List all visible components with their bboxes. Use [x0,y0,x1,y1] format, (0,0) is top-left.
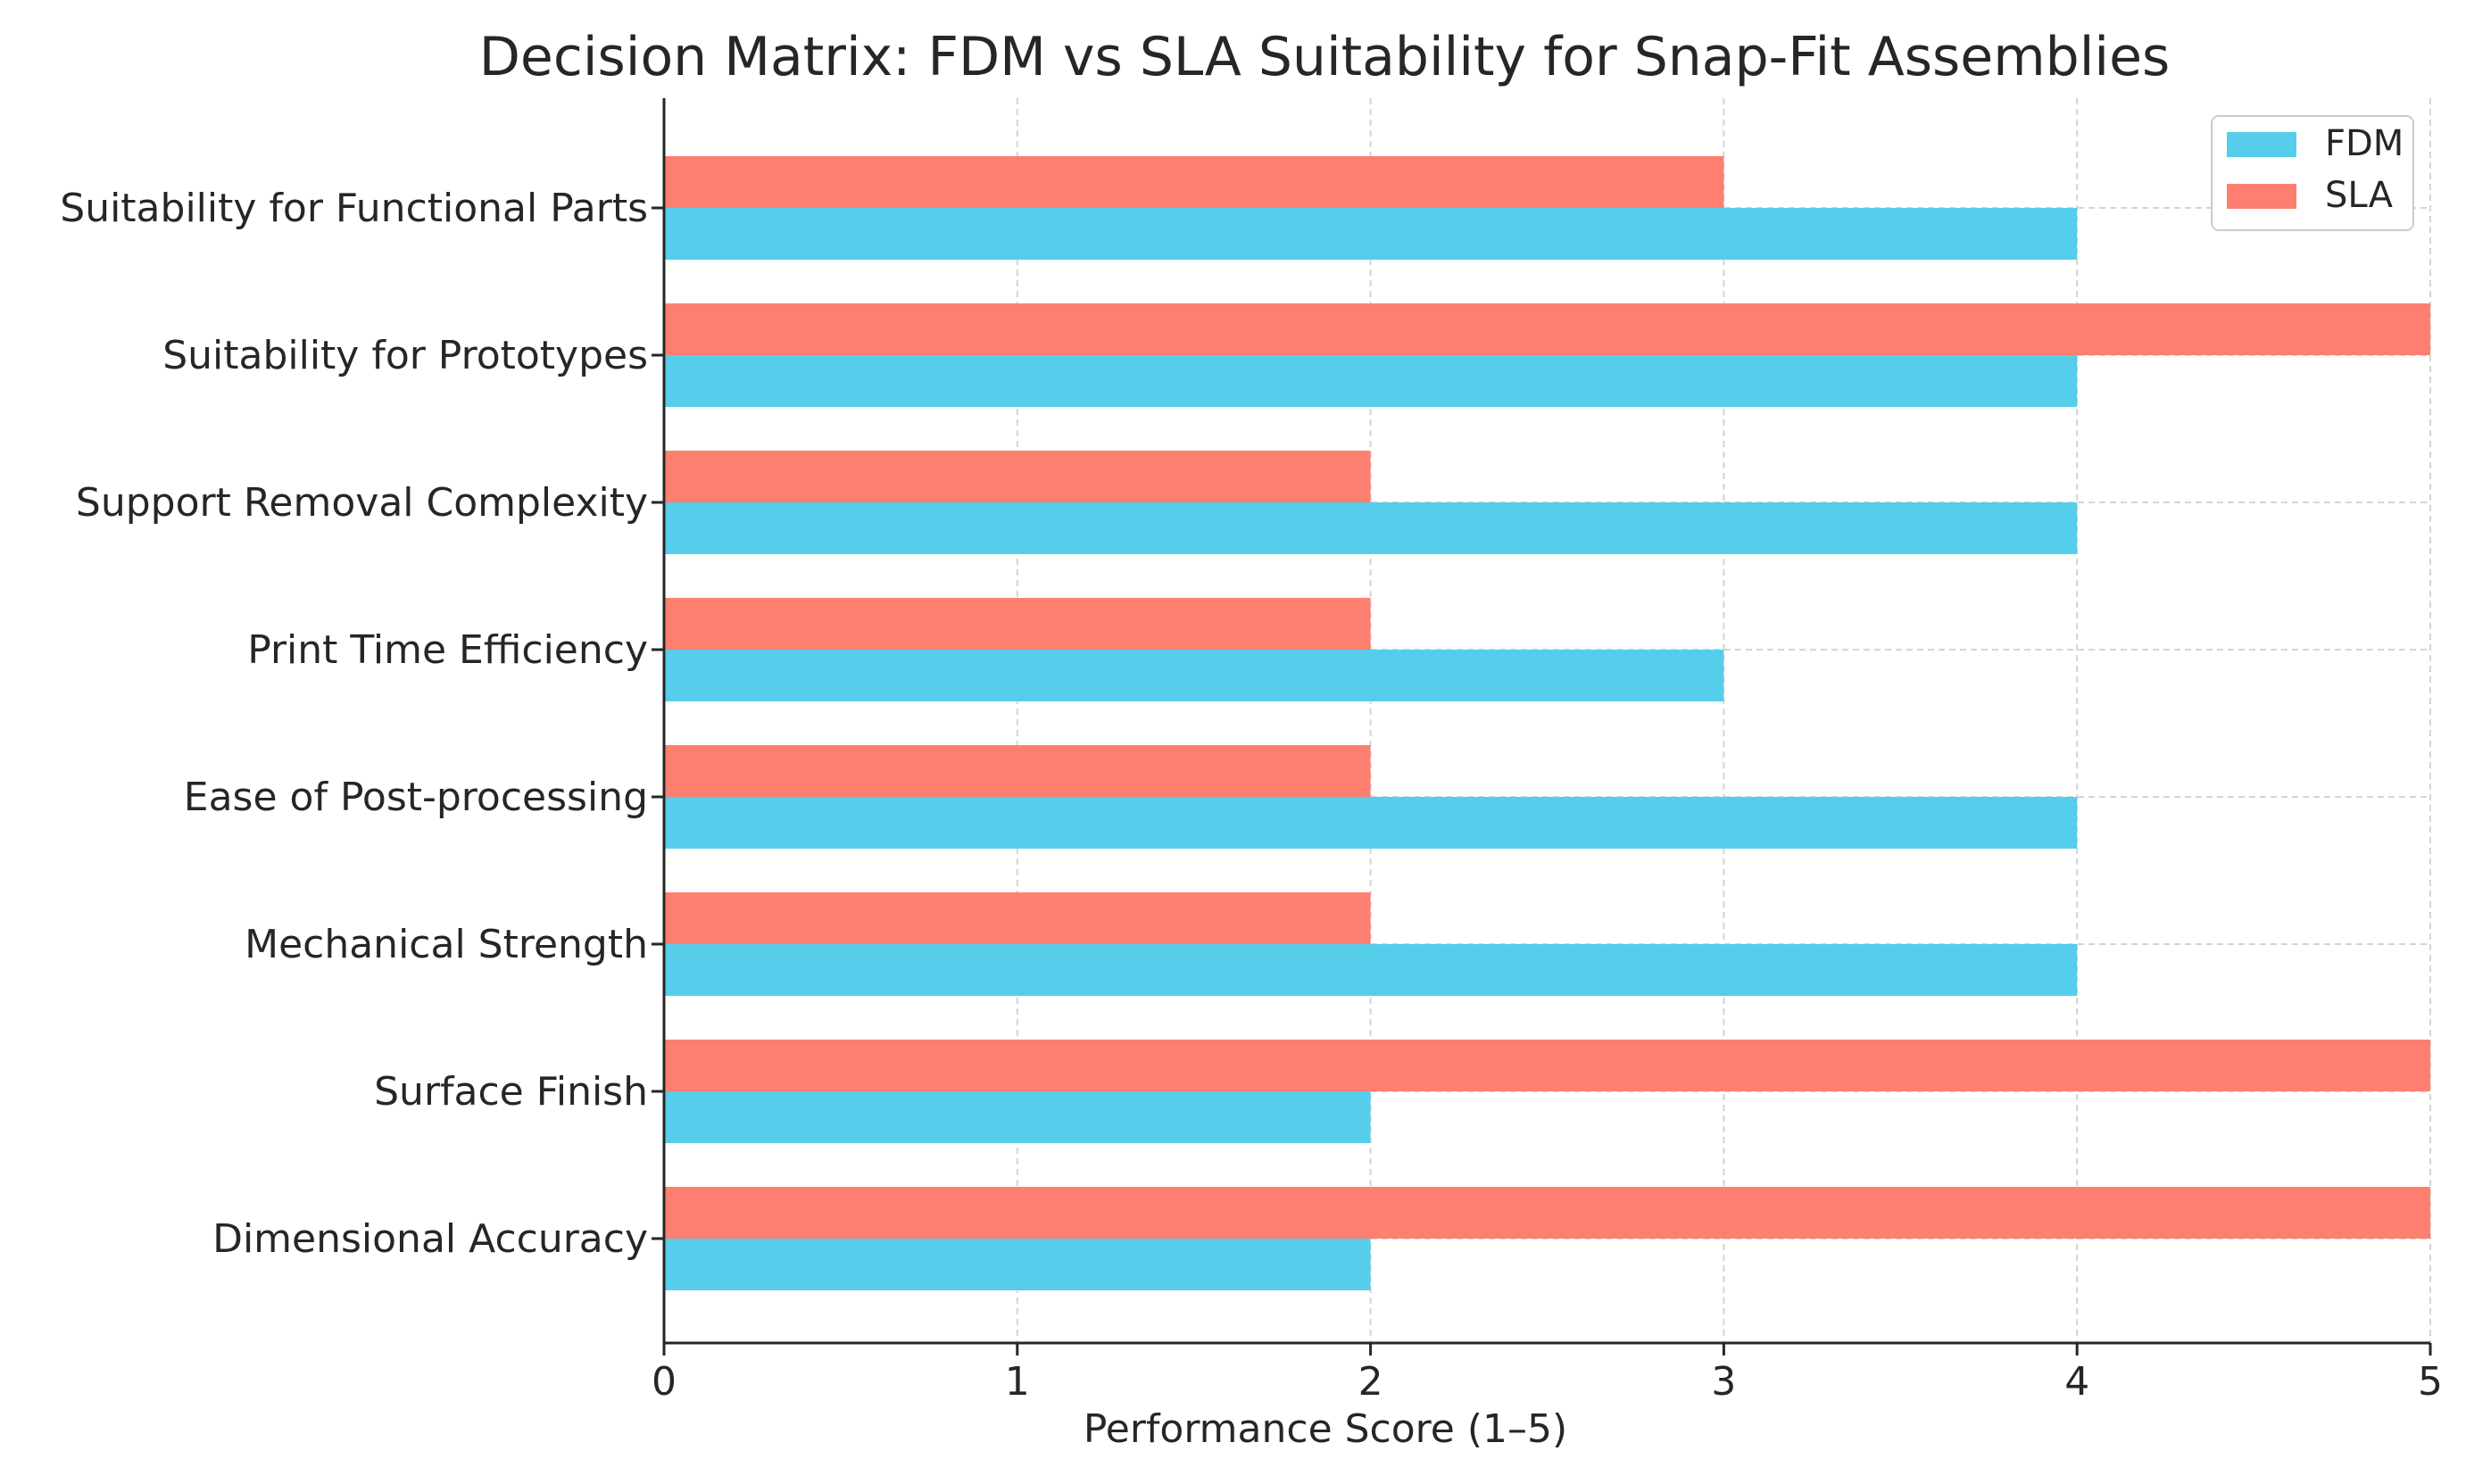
legend: FDM SLA [2211,115,2414,231]
x-axis-label: Performance Score (1–5) [1084,1406,1567,1452]
bar-fdm-suitability-for-prototypes [664,355,2078,407]
bar-sla-mechanical-strength [664,892,1371,944]
bar-sla-print-time-efficiency [664,598,1371,650]
legend-label-sla: SLA [2325,175,2394,216]
bar-sla-ease-of-post-processing [664,745,1371,797]
chart-title: Decision Matrix: FDM vs SLA Suitability … [479,26,2171,88]
y-tick-labels: Dimensional Accuracy Surface Finish Mechan… [60,186,648,1262]
x-tick-label-0: 0 [652,1359,677,1405]
bar-fdm-suitability-for-functional-parts [664,208,2078,260]
x-tick-label-5: 5 [2418,1359,2443,1405]
bar-sla-support-removal-complexity [664,451,1371,502]
bar-fdm-ease-of-post-processing [664,797,2078,849]
y-tick-label-suitability-for-prototypes: Suitability for Prototypes [162,333,648,378]
y-tick-label-print-time-efficiency: Print Time Efficiency [247,627,648,673]
legend-swatch-sla [2227,184,2296,209]
y-tick-label-mechanical-strength: Mechanical Strength [245,922,648,967]
x-tick-label-4: 4 [2064,1359,2089,1405]
bar-fdm-mechanical-strength [664,944,2078,996]
bar-fdm-surface-finish [664,1091,1371,1143]
x-tick-label-3: 3 [1711,1359,1736,1405]
y-tick-label-surface-finish: Surface Finish [374,1069,648,1115]
x-tick-label-2: 2 [1358,1359,1383,1405]
grid [663,98,2431,1343]
axes [652,98,2432,1355]
bar-fdm-print-time-efficiency [664,650,1724,701]
bar-fdm-support-removal-complexity [664,502,2078,554]
bar-sla-suitability-for-functional-parts [664,156,1724,208]
x-tick-label-1: 1 [1005,1359,1030,1405]
y-tick-label-dimensional-accuracy: Dimensional Accuracy [212,1216,648,1262]
bar-sla-dimensional-accuracy [664,1187,2430,1239]
legend-swatch-fdm [2227,132,2296,157]
bar-sla-surface-finish [664,1040,2430,1091]
y-tick-label-support-removal-complexity: Support Removal Complexity [76,480,648,526]
bars [664,156,2430,1290]
y-tick-label-suitability-for-functional-parts: Suitability for Functional Parts [60,186,648,231]
legend-label-fdm: FDM [2325,123,2404,164]
bar-sla-suitability-for-prototypes [664,303,2430,355]
bar-fdm-dimensional-accuracy [664,1239,1371,1290]
y-tick-label-ease-of-post-processing: Ease of Post-processing [184,775,648,820]
x-tick-labels: 0 1 2 3 4 5 [652,1359,2443,1405]
